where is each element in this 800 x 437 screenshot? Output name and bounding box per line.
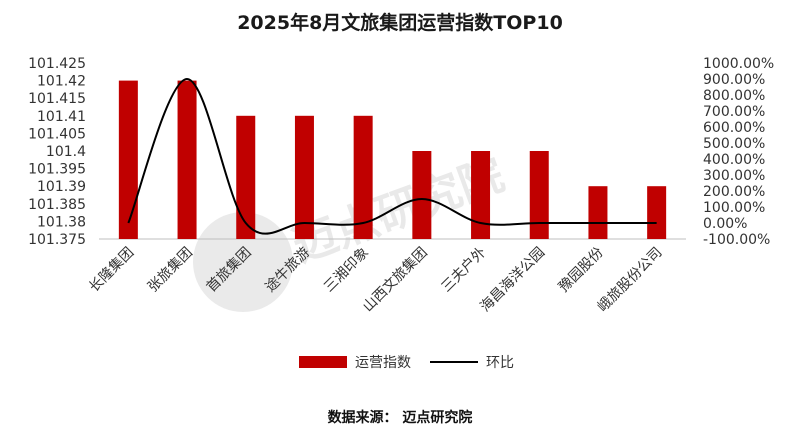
left-tick-label: 101.395 [28, 162, 86, 178]
bar [118, 80, 138, 239]
legend: 运营指数 环比 [299, 355, 514, 371]
right-tick-label: 600.00% [703, 120, 765, 136]
right-tick-label: 400.00% [703, 152, 765, 168]
right-tick-label: 100.00% [703, 200, 765, 216]
right-tick-label: 900.00% [703, 72, 765, 88]
chart-title: 2025年8月文旅集团运营指数TOP10 [237, 12, 563, 34]
right-tick-label: 800.00% [703, 88, 765, 104]
left-tick-label: 101.425 [28, 56, 86, 72]
right-tick-label: 1000.00% [703, 56, 774, 72]
bar [471, 151, 491, 239]
data-source: 数据来源： 迈点研究院 [327, 410, 473, 426]
left-tick-label: 101.375 [28, 232, 86, 248]
right-tick-label: 300.00% [703, 168, 765, 184]
bar [294, 115, 314, 239]
watermark-logo-icon [193, 212, 293, 312]
left-tick-label: 101.415 [28, 91, 86, 107]
series-line [127, 77, 657, 235]
bar-series [118, 80, 667, 239]
left-tick-label: 101.385 [28, 197, 86, 213]
bar [529, 151, 549, 239]
bar [412, 151, 432, 239]
category-label: 张旅集团 [144, 244, 196, 296]
right-axis: 1000.00%900.00%800.00%700.00%600.00%500.… [703, 56, 774, 248]
bar [177, 80, 197, 239]
bar [353, 115, 373, 239]
right-tick-label: 200.00% [703, 184, 765, 200]
line-series [127, 77, 657, 235]
legend-bar-label: 运营指数 [355, 355, 411, 371]
left-tick-label: 101.39 [37, 179, 86, 195]
category-label: 豫园股份 [556, 245, 607, 296]
left-tick-label: 101.38 [37, 214, 86, 230]
left-tick-label: 101.42 [37, 74, 86, 90]
left-tick-label: 101.41 [37, 109, 86, 125]
left-tick-label: 101.405 [28, 126, 86, 142]
right-tick-label: -100.00% [703, 232, 770, 248]
legend-line-label: 环比 [486, 355, 514, 371]
right-tick-label: 500.00% [703, 136, 765, 152]
category-label: 长隆集团 [86, 244, 138, 296]
category-label: 三夫户外 [438, 244, 490, 296]
bar [236, 115, 256, 239]
left-tick-label: 101.4 [46, 144, 86, 160]
right-tick-label: 0.00% [703, 216, 747, 232]
legend-bar-swatch [299, 356, 347, 368]
bar [588, 186, 608, 239]
bar [647, 186, 667, 239]
right-tick-label: 700.00% [703, 104, 765, 120]
